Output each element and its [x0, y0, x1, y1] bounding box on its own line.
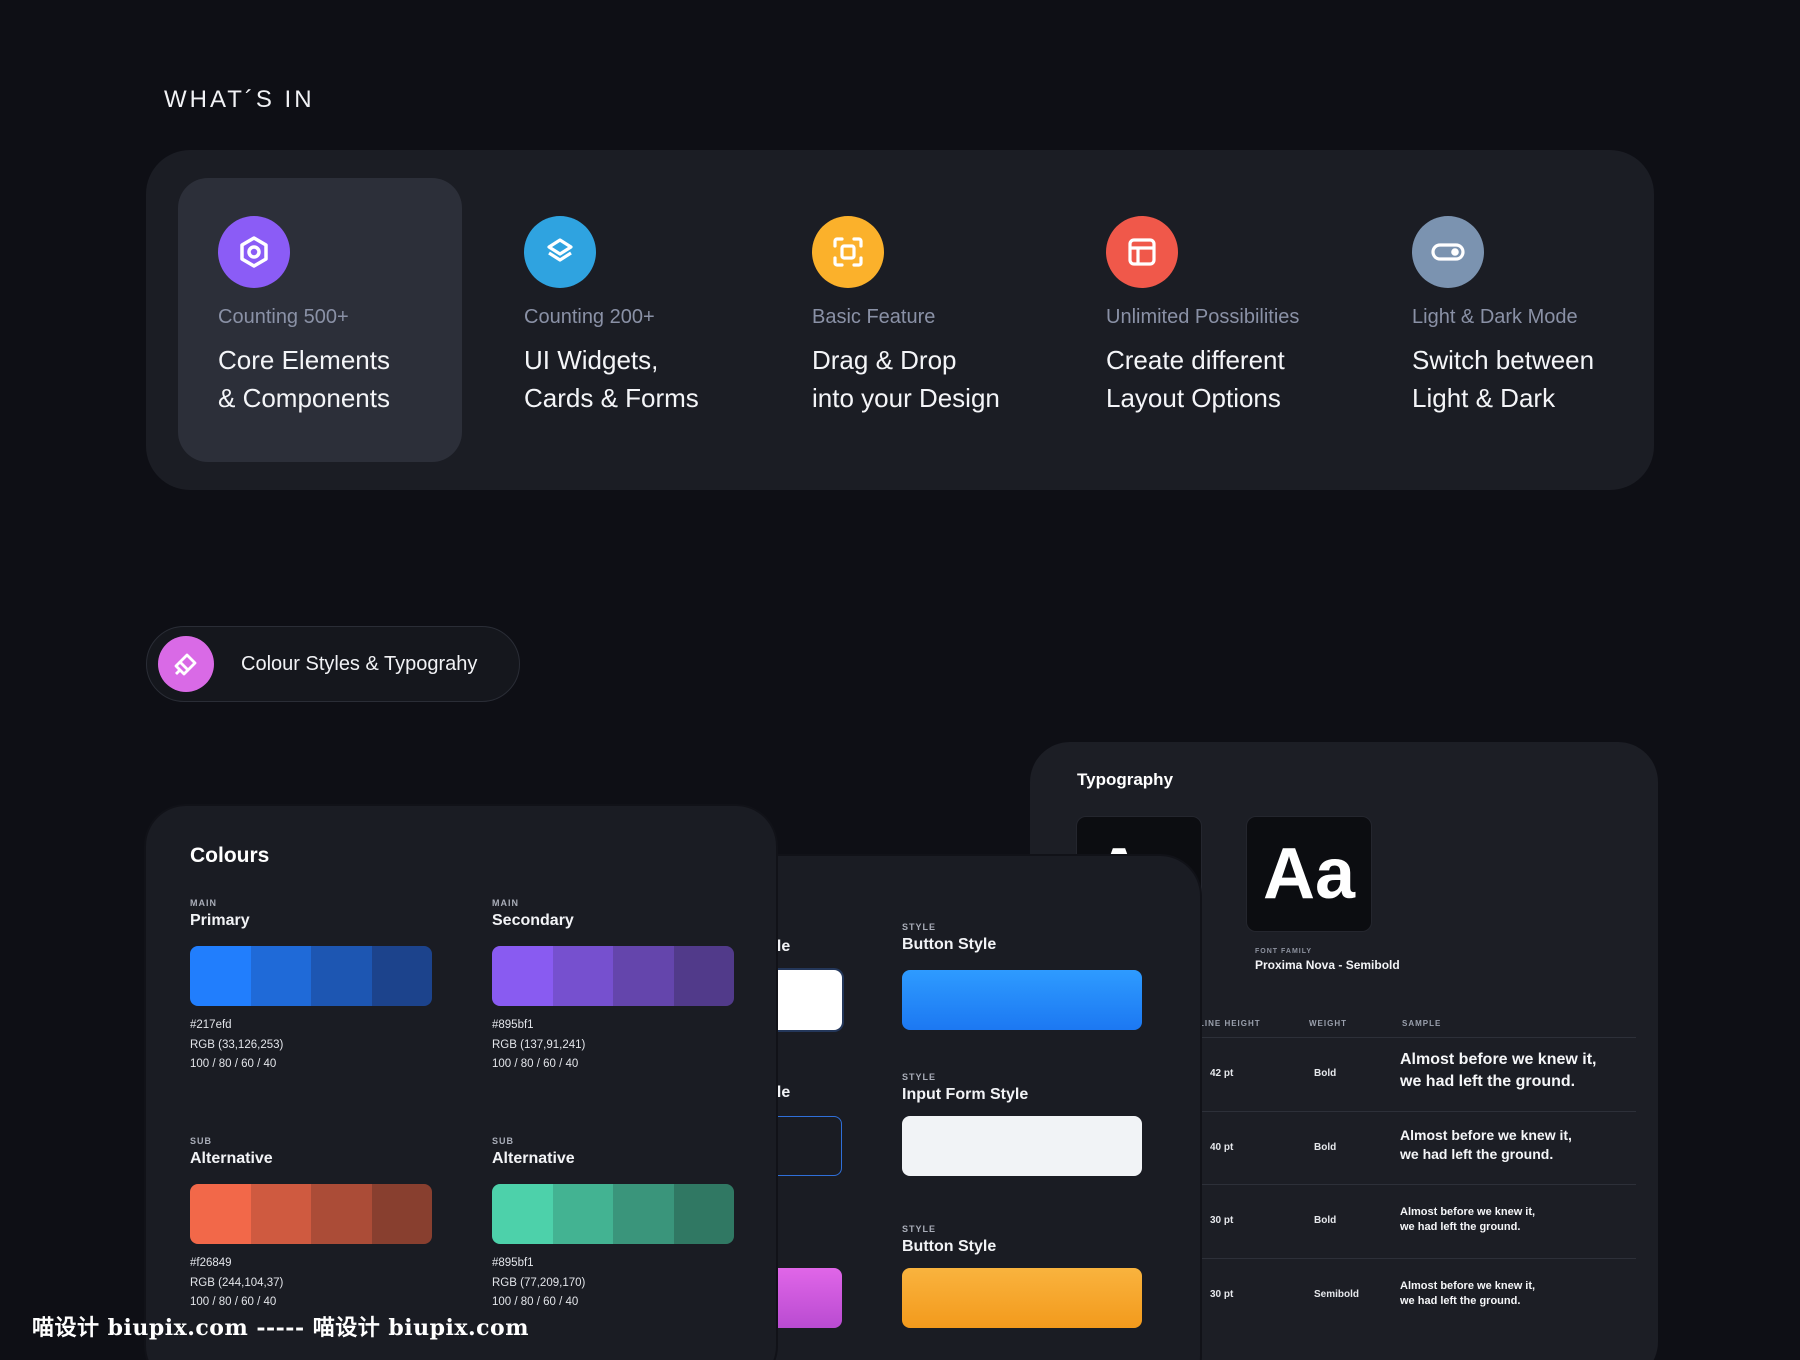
feature-drag-drop[interactable]: Basic Feature Drag & Drop into your Desi… [772, 178, 1056, 462]
swatch-shade [311, 946, 372, 1006]
watermark: 喵设计 biupix.com ----- 喵设计 biupix.com [32, 1315, 529, 1341]
colour-tag: SUB [190, 1136, 213, 1146]
layout-icon [1106, 216, 1178, 288]
swatch-primary[interactable] [190, 946, 432, 1006]
feature-title: Core Elements & Components [218, 345, 390, 413]
style-name: Button Style [902, 1238, 997, 1255]
orange-button-sample[interactable] [902, 1268, 1142, 1328]
glyph-sample: Aa [1262, 834, 1356, 914]
style-tag: STYLE [902, 1224, 937, 1234]
input-form-sample[interactable] [902, 1116, 1142, 1176]
colour-info: #217efd RGB (33,126,253) 100 / 80 / 60 / 4… [190, 1019, 284, 1070]
pill-label: Colour Styles & Typograhy [241, 653, 478, 675]
blue-button-sample[interactable] [902, 970, 1142, 1030]
hexagon-nut-icon [218, 216, 290, 288]
feature-ui-widgets[interactable]: Counting 200+ UI Widgets, Cards & Forms [484, 178, 768, 462]
swatch-shade [673, 946, 734, 1006]
colour-name: Secondary [492, 912, 574, 929]
feature-subtitle: Counting 200+ [524, 306, 655, 328]
colour-tag: SUB [492, 1136, 515, 1146]
glyph-preview-semibold: Aa [1246, 816, 1372, 932]
feature-subtitle: Counting 500+ [218, 306, 349, 328]
colour-name: Alternative [492, 1150, 575, 1167]
feature-title: Switch between Light & Dark [1412, 345, 1595, 413]
colours-card [146, 806, 776, 1360]
features-panel: Counting 500+ Core Elements & Components… [146, 150, 1654, 490]
th-sample: SAMPLE [1402, 1019, 1442, 1028]
swatch-shade [673, 1184, 734, 1244]
swatch-shade [250, 946, 311, 1006]
swatch-shade [613, 946, 674, 1006]
swatch-shade [190, 1184, 251, 1244]
feature-core-elements[interactable]: Counting 500+ Core Elements & Components [178, 178, 462, 462]
font-family-tag: FONT FAMILY [1255, 948, 1313, 955]
th-line-height: LINE HEIGHT [1199, 1019, 1261, 1028]
swatch-shade [492, 946, 553, 1006]
feature-title: Create different Layout Options [1106, 345, 1285, 413]
colour-typography-pill[interactable]: Colour Styles & Typograhy [146, 626, 520, 702]
brush-icon [158, 636, 214, 692]
font-family-name: Proxima Nova - Semibold [1255, 958, 1400, 972]
swatch-secondary[interactable] [492, 946, 734, 1006]
feature-layout-options[interactable]: Unlimited Possibilities Create different… [1066, 178, 1350, 462]
table-row: 42 pt Bold Almost before we knew it, we … [1196, 1037, 1636, 1111]
feature-subtitle: Light & Dark Mode [1412, 306, 1578, 328]
style-name: Input Form Style [902, 1086, 1029, 1103]
swatch-shade [552, 946, 613, 1006]
swatch-alternative-green[interactable] [492, 1184, 734, 1244]
swatch-shade [552, 1184, 613, 1244]
feature-light-dark[interactable]: Light & Dark Mode Switch between Light &… [1372, 178, 1656, 462]
colour-info: #895bf1 RGB (77,209,170) 100 / 80 / 60 / 4… [492, 1257, 586, 1308]
style-tag: STYLE [902, 1072, 937, 1082]
colour-info: #f26849 RGB (244,104,37) 100 / 80 / 60 / 4… [190, 1257, 284, 1308]
feature-subtitle: Basic Feature [812, 306, 936, 328]
th-weight: WEIGHT [1309, 1019, 1347, 1028]
feature-title: UI Widgets, Cards & Forms [524, 345, 699, 413]
typography-title: Typography [1077, 770, 1174, 789]
table-row: 30 pt Bold Almost before we knew it, we … [1196, 1184, 1636, 1258]
colours-title: Colours [190, 844, 270, 867]
section-title: WHAT´S IN [164, 86, 315, 113]
feature-title: Drag & Drop into your Design [812, 345, 1000, 413]
swatch-shade [371, 1184, 432, 1244]
layers-icon [524, 216, 596, 288]
swatch-shade [311, 1184, 372, 1244]
table-row: 30 pt Semibold Almost before we knew it,… [1196, 1258, 1636, 1332]
swatch-shade [371, 946, 432, 1006]
colour-name: Primary [190, 912, 250, 929]
colour-name: Alternative [190, 1150, 273, 1167]
swatch-alternative-orange[interactable] [190, 1184, 432, 1244]
toggle-icon [1412, 216, 1484, 288]
style-name: Button Style [902, 936, 997, 953]
feature-subtitle: Unlimited Possibilities [1106, 306, 1300, 328]
table-row: 40 pt Bold Almost before we knew it, we … [1196, 1111, 1636, 1185]
colour-tag: MAIN [492, 898, 519, 908]
swatch-shade [190, 946, 251, 1006]
focus-frame-icon [812, 216, 884, 288]
style-tag: STYLE [902, 922, 937, 932]
colour-tag: MAIN [190, 898, 217, 908]
swatch-shade [613, 1184, 674, 1244]
colour-info: #895bf1 RGB (137,91,241) 100 / 80 / 60 / 4… [492, 1019, 586, 1070]
swatch-shade [250, 1184, 311, 1244]
swatch-shade [492, 1184, 553, 1244]
